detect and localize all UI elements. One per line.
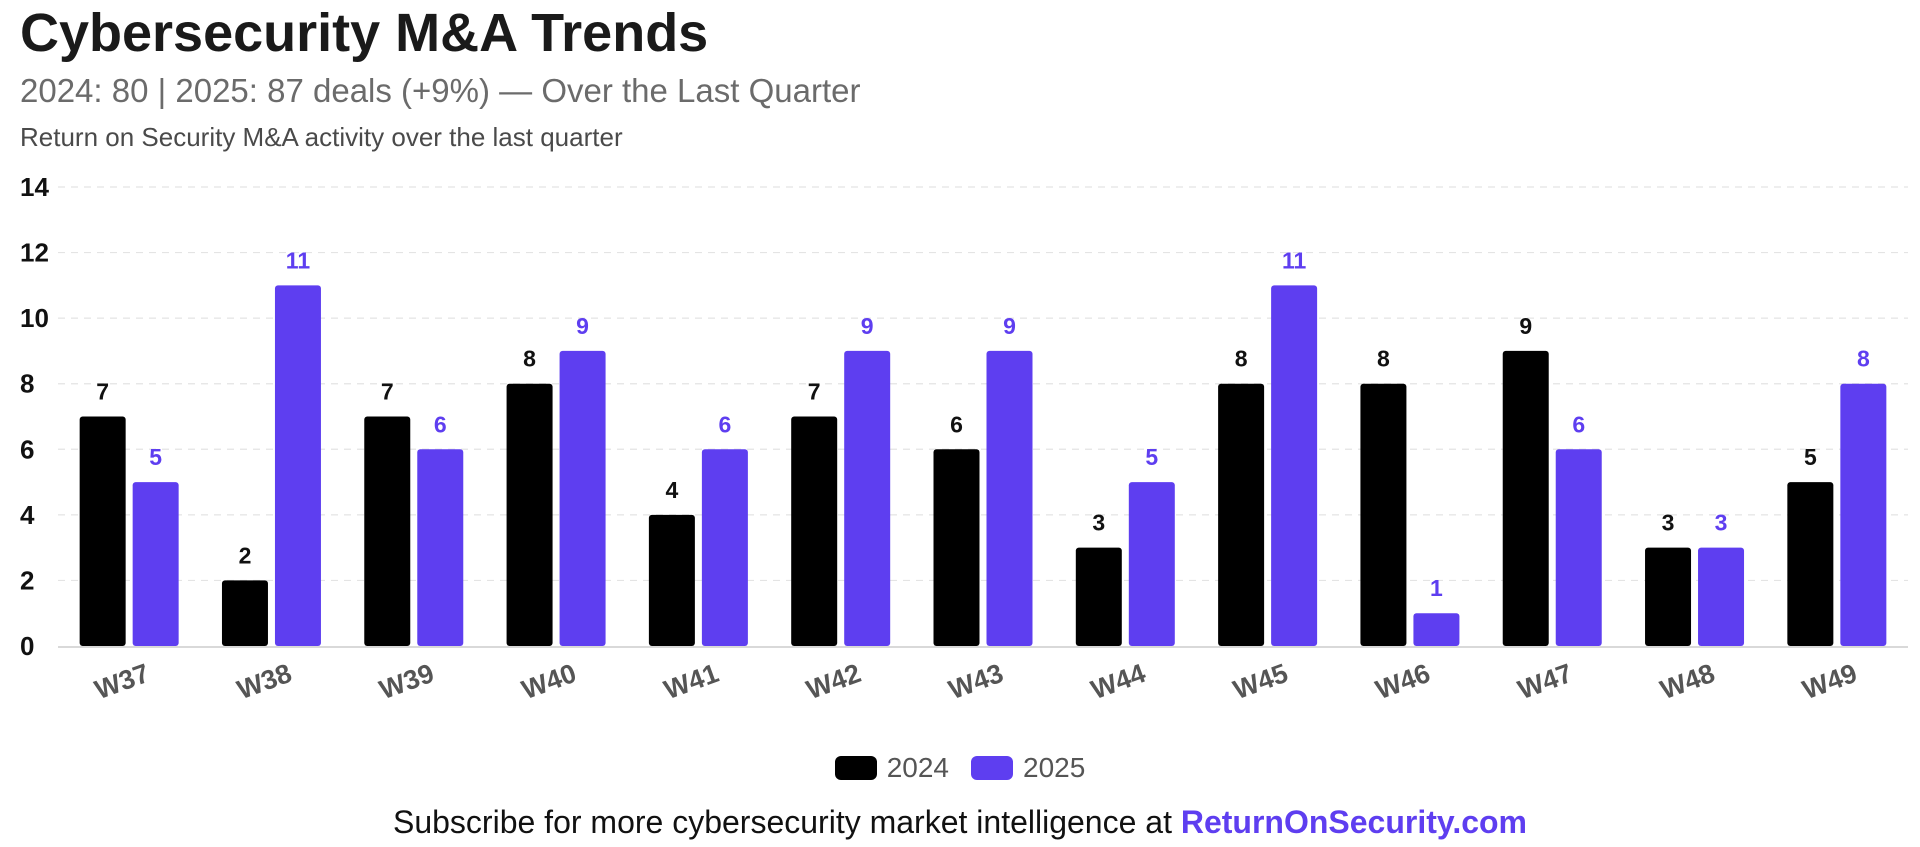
legend-swatch-2025 bbox=[971, 756, 1013, 780]
y-tick-label: 2 bbox=[20, 565, 34, 595]
legend-item-2025[interactable]: 2025 bbox=[971, 752, 1085, 784]
bar-2024-W38 bbox=[221, 580, 268, 646]
data-label-2025-W38: 11 bbox=[286, 247, 311, 273]
bar-2024-W39 bbox=[364, 416, 411, 646]
data-label-2024-W39: 7 bbox=[381, 379, 394, 405]
bar-2025-W48 bbox=[1698, 547, 1745, 646]
x-tick-label: W49 bbox=[1799, 658, 1861, 705]
bar-2025-W49 bbox=[1840, 383, 1887, 646]
bar-2024-W47 bbox=[1502, 350, 1549, 646]
x-tick-label: W43 bbox=[945, 658, 1007, 705]
data-label-2024-W48: 3 bbox=[1662, 510, 1675, 536]
data-label-2024-W46: 8 bbox=[1377, 346, 1390, 372]
x-tick-label: W38 bbox=[233, 658, 295, 705]
bar-2024-W42 bbox=[791, 416, 838, 646]
data-label-2025-W43: 9 bbox=[1003, 313, 1016, 339]
chart-legend: 2024 2025 bbox=[0, 752, 1920, 784]
data-label-2025-W40: 9 bbox=[576, 313, 589, 339]
bar-2025-W41 bbox=[701, 449, 748, 646]
footer-cta: Subscribe for more cybersecurity market … bbox=[0, 804, 1920, 841]
bar-2025-W42 bbox=[844, 350, 891, 646]
data-label-2024-W45: 8 bbox=[1235, 346, 1248, 372]
bar-2024-W45 bbox=[1218, 383, 1265, 646]
bar-2024-W43 bbox=[933, 449, 980, 646]
data-label-2025-W44: 5 bbox=[1145, 444, 1158, 470]
y-tick-label: 8 bbox=[20, 369, 34, 399]
x-tick-label: W44 bbox=[1087, 658, 1149, 705]
bar-2025-W39 bbox=[417, 449, 464, 646]
bar-2025-W37 bbox=[132, 482, 179, 646]
data-label-2024-W44: 3 bbox=[1092, 510, 1105, 536]
x-tick-label: W46 bbox=[1372, 658, 1434, 705]
data-label-2025-W42: 9 bbox=[861, 313, 874, 339]
data-label-2024-W41: 4 bbox=[665, 477, 678, 503]
legend-label-2025: 2025 bbox=[1023, 752, 1086, 783]
bar-2024-W44 bbox=[1075, 547, 1122, 646]
footer-text: Subscribe for more cybersecurity market … bbox=[392, 804, 1181, 840]
y-tick-label: 12 bbox=[20, 238, 49, 268]
chart-subtitle: 2024: 80 | 2025: 87 deals (+9%) — Over t… bbox=[20, 72, 861, 109]
y-tick-label: 14 bbox=[20, 172, 49, 202]
data-label-2024-W40: 8 bbox=[523, 346, 536, 372]
bar-2025-W45 bbox=[1271, 285, 1318, 646]
data-label-2025-W39: 6 bbox=[434, 411, 447, 437]
legend-item-2024[interactable]: 2024 bbox=[834, 752, 949, 784]
bar-2025-W43 bbox=[986, 350, 1033, 646]
footer-link[interactable]: ReturnOnSecurity.com bbox=[1180, 804, 1527, 840]
data-label-2025-W46: 1 bbox=[1430, 575, 1443, 601]
x-tick-label: W39 bbox=[375, 658, 437, 705]
bar-2025-W46 bbox=[1413, 613, 1460, 646]
bar-2025-W44 bbox=[1128, 482, 1175, 646]
x-tick-label: W42 bbox=[802, 658, 864, 705]
x-tick-label: W41 bbox=[660, 658, 722, 705]
bar-2024-W40 bbox=[506, 383, 553, 646]
bar-2024-W46 bbox=[1360, 383, 1407, 646]
data-label-2025-W48: 3 bbox=[1715, 510, 1728, 536]
data-label-2024-W47: 9 bbox=[1519, 313, 1532, 339]
bar-2024-W49 bbox=[1787, 482, 1834, 646]
x-tick-label: W45 bbox=[1229, 658, 1291, 705]
data-label-2025-W37: 5 bbox=[149, 444, 162, 470]
data-label-2025-W41: 6 bbox=[718, 411, 731, 437]
bar-2025-W38 bbox=[274, 285, 321, 646]
data-label-2025-W45: 11 bbox=[1282, 247, 1307, 273]
data-label-2025-W49: 8 bbox=[1857, 346, 1870, 372]
bar-chart: 0 2 4 6 8 10 12 14 7 5 W37 2 11 W38 7 6 W39 8 9 W40 4 6 W41 7 9 W… bbox=[20, 172, 1908, 705]
x-tick-label: W37 bbox=[91, 658, 153, 705]
data-label-2025-W47: 6 bbox=[1572, 411, 1585, 437]
x-tick-label: W47 bbox=[1514, 658, 1576, 705]
x-tick-label: W48 bbox=[1656, 658, 1718, 705]
data-label-2024-W42: 7 bbox=[808, 379, 821, 405]
y-tick-label: 6 bbox=[20, 434, 34, 464]
y-tick-label: 4 bbox=[20, 500, 35, 530]
bar-2025-W40 bbox=[559, 350, 606, 646]
y-tick-label: 10 bbox=[20, 303, 49, 333]
bar-2024-W48 bbox=[1645, 547, 1692, 646]
chart-title: Cybersecurity M&A Trends bbox=[20, 3, 709, 63]
bar-2025-W47 bbox=[1555, 449, 1602, 646]
legend-label-2024: 2024 bbox=[886, 752, 949, 783]
data-label-2024-W37: 7 bbox=[96, 379, 109, 405]
chart-description: Return on Security M&A activity over the… bbox=[20, 122, 623, 152]
x-tick-label: W40 bbox=[518, 658, 580, 705]
data-label-2024-W38: 2 bbox=[239, 542, 252, 568]
data-label-2024-W43: 6 bbox=[950, 411, 963, 437]
bar-2024-W41 bbox=[648, 514, 695, 646]
data-label-2024-W49: 5 bbox=[1804, 444, 1817, 470]
y-tick-label: 0 bbox=[20, 631, 34, 661]
legend-swatch-2024 bbox=[834, 756, 877, 780]
bar-2024-W37 bbox=[79, 416, 126, 646]
